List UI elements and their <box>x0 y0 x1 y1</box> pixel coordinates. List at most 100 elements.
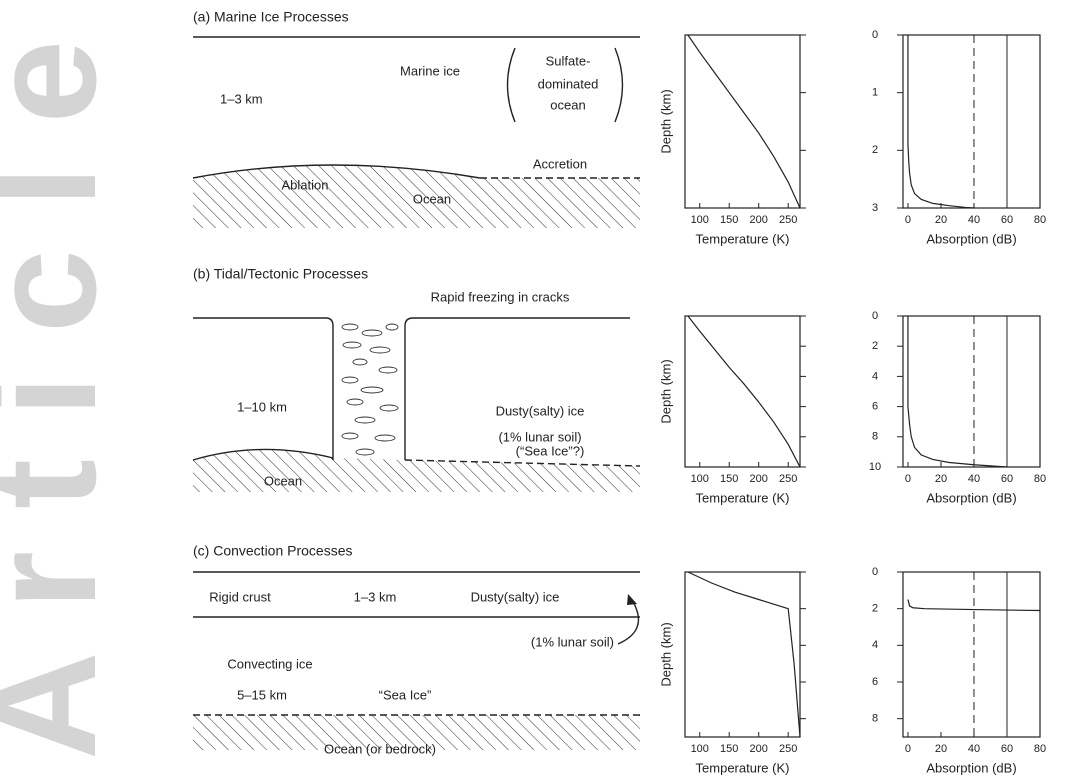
x-tick-label: 80 <box>1034 743 1046 755</box>
y-tick-label: 4 <box>872 639 878 651</box>
diagram-label: Ocean <box>413 191 451 206</box>
x-tick-label: 40 <box>968 214 980 226</box>
x-tick-label: 250 <box>779 214 797 226</box>
profile-line <box>907 316 1008 468</box>
diagram-label: Ocean <box>264 473 302 488</box>
x-tick-label: 40 <box>968 743 980 755</box>
y-tick-label: 6 <box>872 401 878 413</box>
x-tick-label: 200 <box>750 214 768 226</box>
diagram-label: Rapid freezing in cracks <box>431 289 570 304</box>
diagram-label: Rigid crust <box>209 589 271 604</box>
panel-title: (a) Marine Ice Processes <box>193 9 349 25</box>
plot-frame <box>902 34 1041 209</box>
x-tick-label: 20 <box>935 214 947 226</box>
y-axis-label: Depth (km) <box>658 359 673 423</box>
ice-base <box>192 164 481 179</box>
x-tick-label: 150 <box>720 473 738 485</box>
diagram-label: 1–10 km <box>237 399 287 414</box>
ocean-hatch <box>193 715 640 750</box>
ocean-hatch <box>193 449 640 492</box>
x-tick-label: 250 <box>779 743 797 755</box>
x-tick-label: 200 <box>750 473 768 485</box>
x-axis-label: Temperature (K) <box>696 760 790 775</box>
y-tick-label: 6 <box>872 676 878 688</box>
x-tick-label: 60 <box>1001 473 1013 485</box>
y-tick-label: 0 <box>872 566 878 578</box>
diagram-label: dominated <box>538 76 599 91</box>
x-axis-label: Absorption (dB) <box>926 231 1016 246</box>
x-axis-label: Temperature (K) <box>696 490 790 505</box>
diagram-label: Marine ice <box>400 63 460 78</box>
y-tick-label: 3 <box>872 202 878 214</box>
y-tick-label: 2 <box>872 603 878 615</box>
diagram-label: Ablation <box>282 177 329 192</box>
x-tick-label: 40 <box>968 473 980 485</box>
y-tick-label: 4 <box>872 370 878 382</box>
diagram-label: Dusty(salty) ice <box>496 403 585 418</box>
x-tick-label: 150 <box>720 214 738 226</box>
diagram-label: Accretion <box>533 156 587 171</box>
x-tick-label: 80 <box>1034 473 1046 485</box>
diagram-label: (1% lunar soil) <box>498 429 581 444</box>
x-tick-label: 250 <box>779 473 797 485</box>
ocean-hatch <box>193 165 640 228</box>
diagram-b <box>192 317 641 492</box>
x-tick-label: 0 <box>905 743 911 755</box>
plot-frame <box>684 315 801 468</box>
plot-frame <box>902 315 1041 468</box>
y-tick-label: 1 <box>872 87 878 99</box>
profile-line <box>687 315 801 468</box>
diagram-label: (“Sea Ice”?) <box>516 443 585 458</box>
ice-base <box>404 459 641 467</box>
y-tick-label: 10 <box>869 461 881 473</box>
paren <box>614 47 624 123</box>
x-tick-label: 0 <box>905 473 911 485</box>
profile-line <box>907 599 1041 612</box>
x-tick-label: 60 <box>1001 214 1013 226</box>
x-tick-label: 100 <box>691 473 709 485</box>
x-tick-label: 150 <box>720 743 738 755</box>
diagram-label: Dusty(salty) ice <box>471 589 560 604</box>
y-tick-label: 0 <box>872 29 878 41</box>
watermark: Article <box>0 40 127 760</box>
profile-line <box>907 35 975 209</box>
x-tick-label: 80 <box>1034 214 1046 226</box>
crack-wall <box>193 317 334 460</box>
profile-line <box>687 571 801 738</box>
y-tick-label: 2 <box>872 340 878 352</box>
arrow <box>617 599 640 645</box>
diagram-label: Sulfate- <box>546 53 591 68</box>
diagram-label: ocean <box>550 97 585 112</box>
x-tick-label: 20 <box>935 473 947 485</box>
diagram-label: “Sea Ice” <box>379 687 432 702</box>
diagram-c <box>193 571 640 750</box>
diagram-a <box>192 36 640 228</box>
ice-base <box>192 448 334 461</box>
y-tick-label: 8 <box>872 713 878 725</box>
crack-wall <box>404 317 630 460</box>
x-tick-label: 20 <box>935 743 947 755</box>
panel-title: (b) Tidal/Tectonic Processes <box>193 266 368 282</box>
plot-frame <box>684 34 801 209</box>
x-tick-label: 200 <box>750 743 768 755</box>
x-axis-label: Absorption (dB) <box>926 760 1016 775</box>
x-tick-label: 60 <box>1001 743 1013 755</box>
y-axis-label: Depth (km) <box>658 622 673 686</box>
diagram-label: 5–15 km <box>237 687 287 702</box>
x-tick-label: 100 <box>691 214 709 226</box>
y-tick-label: 8 <box>872 431 878 443</box>
diagram-label: 1–3 km <box>354 589 397 604</box>
plot-frame <box>684 571 801 738</box>
x-axis-label: Absorption (dB) <box>926 490 1016 505</box>
panel-title: (c) Convection Processes <box>193 543 353 559</box>
x-axis-label: Temperature (K) <box>696 231 790 246</box>
x-tick-label: 100 <box>691 743 709 755</box>
y-tick-label: 0 <box>872 310 878 322</box>
plot-frame <box>902 571 1041 738</box>
diagram-label: 1–3 km <box>220 91 263 106</box>
diagram-label: (1% lunar soil) <box>531 634 614 649</box>
y-tick-label: 2 <box>872 144 878 156</box>
diagram-label: Ocean (or bedrock) <box>324 741 436 756</box>
arrow-head <box>627 594 637 605</box>
